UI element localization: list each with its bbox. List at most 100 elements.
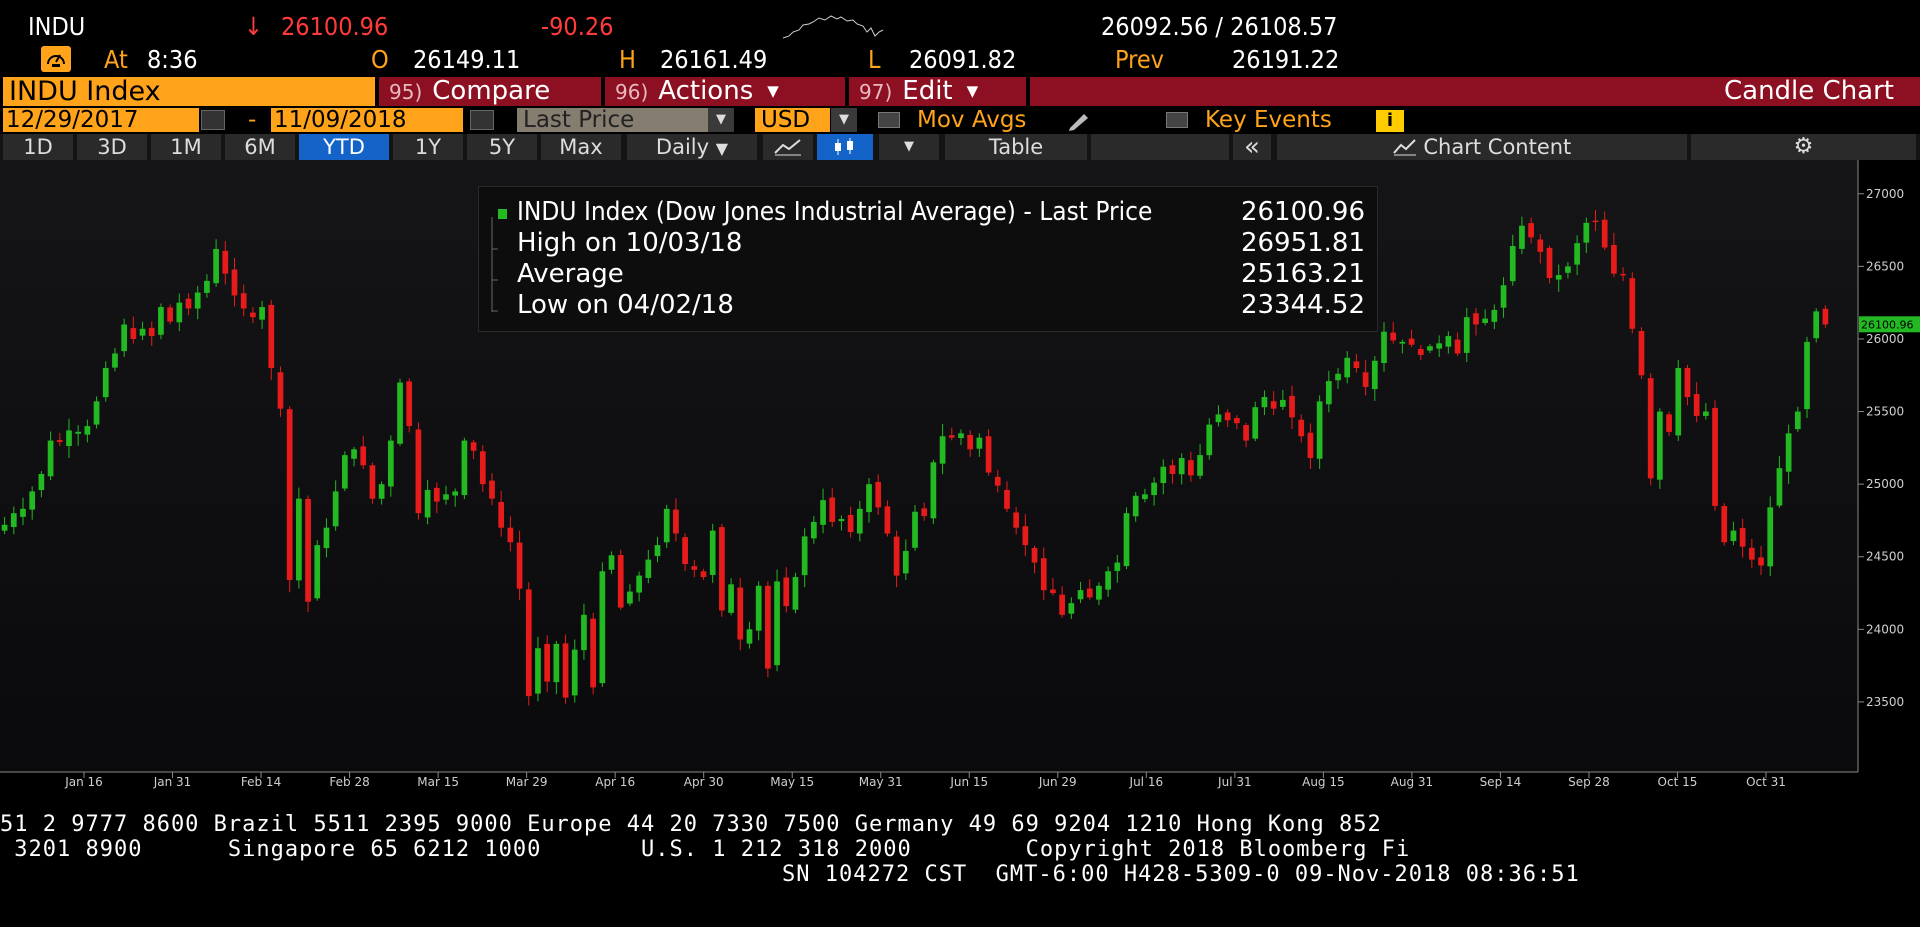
- x-tick-label: Mar 15: [417, 775, 459, 789]
- candle-body: [810, 521, 817, 539]
- candle-body: [1197, 455, 1203, 476]
- calendar-icon[interactable]: [470, 110, 494, 130]
- candle-body: [102, 368, 109, 398]
- range-3d[interactable]: 3D: [77, 134, 147, 160]
- candle-body: [479, 451, 486, 485]
- candle-body: [1730, 530, 1737, 542]
- chart-content-button[interactable]: Chart Content: [1277, 134, 1687, 160]
- y-tick-label: 26500: [1866, 259, 1904, 273]
- candle-body: [121, 324, 127, 352]
- candle-body: [1611, 244, 1617, 274]
- key-events-checkbox[interactable]: [1166, 112, 1188, 128]
- x-tick-label: Jun 15: [949, 775, 988, 789]
- x-tick-label: Mar 29: [506, 775, 548, 789]
- candle-body: [259, 307, 265, 320]
- key-events-label[interactable]: Key Events: [1205, 107, 1332, 133]
- security-field[interactable]: INDU Index: [3, 77, 375, 106]
- candle-body: [1565, 266, 1571, 273]
- date-dash: -: [248, 107, 257, 133]
- chart-content-label: Chart Content: [1423, 135, 1572, 159]
- candle-body: [38, 473, 45, 491]
- collapse-button[interactable]: «: [1233, 134, 1271, 160]
- x-tick-label: Aug 31: [1391, 775, 1434, 789]
- candle-body: [755, 585, 762, 631]
- range-max[interactable]: Max: [541, 134, 621, 160]
- candle-body: [1178, 458, 1185, 475]
- legend-low-label: Low on 04/02/18: [517, 290, 734, 320]
- candle-body: [332, 491, 339, 527]
- candle-body: [268, 304, 275, 368]
- range-1m[interactable]: 1M: [151, 134, 221, 160]
- candle-body: [1344, 357, 1351, 378]
- candle-body: [47, 440, 54, 477]
- edit-button[interactable]: 97) Edit ▼: [849, 77, 1026, 106]
- calendar-icon[interactable]: [201, 110, 225, 130]
- candle-body: [1546, 247, 1553, 278]
- candle-body: [535, 648, 541, 694]
- range-5y[interactable]: 5Y: [467, 134, 537, 160]
- candle-body: [1657, 411, 1663, 480]
- range-1d[interactable]: 1D: [3, 134, 73, 160]
- edit-label: Edit: [902, 76, 953, 106]
- candle-body: [1804, 341, 1810, 410]
- candle-body: [783, 577, 790, 607]
- candle-body: [1767, 507, 1774, 567]
- candle-body: [433, 487, 440, 502]
- info-icon[interactable]: i: [1376, 110, 1404, 132]
- candle-body: [452, 491, 459, 496]
- field-dropdown-icon[interactable]: ▼: [708, 108, 734, 132]
- frequency-label: Daily: [655, 135, 710, 159]
- table-button[interactable]: Table: [945, 134, 1087, 160]
- candle-body: [1776, 468, 1783, 506]
- candle-body: [709, 530, 716, 575]
- candle-body: [1188, 460, 1194, 476]
- y-tick-label: 26000: [1866, 332, 1904, 346]
- end-date-field[interactable]: 11/09/2018: [271, 108, 463, 132]
- candle-body: [1050, 589, 1056, 594]
- chart-options-dropdown-icon[interactable]: ▼: [879, 134, 939, 160]
- candle-body: [581, 614, 587, 651]
- candle-body: [590, 618, 596, 688]
- mov-avgs-label[interactable]: Mov Avgs: [917, 107, 1027, 133]
- actions-button[interactable]: 96) Actions ▼: [605, 77, 845, 106]
- candle-body: [296, 498, 302, 581]
- candle-body: [571, 649, 578, 696]
- frequency-select[interactable]: Daily ▼: [627, 134, 757, 160]
- candle-body: [1629, 278, 1636, 329]
- currency-select[interactable]: USD: [755, 108, 830, 132]
- mov-avgs-checkbox[interactable]: [878, 112, 900, 128]
- candle-body: [1675, 368, 1682, 436]
- candle-body: [1362, 372, 1369, 387]
- candle-body: [1, 524, 8, 531]
- range-6m[interactable]: 6M: [225, 134, 295, 160]
- candle-body: [719, 527, 725, 611]
- line-chart-icon[interactable]: [763, 134, 813, 160]
- candle-body: [1463, 317, 1470, 353]
- compare-button[interactable]: 95) Compare: [379, 77, 601, 106]
- candle-body: [1427, 346, 1433, 351]
- candle-body: [1739, 528, 1746, 547]
- range-1y[interactable]: 1Y: [393, 134, 463, 160]
- range-ytd[interactable]: YTD: [299, 134, 389, 160]
- candle-body: [884, 506, 891, 534]
- x-tick-label: Oct 15: [1658, 775, 1698, 789]
- legend-high-label: High on 10/03/18: [517, 228, 743, 258]
- x-tick-label: Aug 15: [1302, 775, 1345, 789]
- currency-dropdown-icon[interactable]: ▼: [831, 108, 857, 132]
- footer-copyright-line: 3201 8900 Singapore 65 6212 1000 U.S. 1 …: [0, 837, 1411, 862]
- legend-low-value: 23344.52: [1240, 290, 1365, 320]
- candle-body: [93, 401, 100, 425]
- compare-number: 95): [389, 80, 423, 104]
- candle-body: [56, 440, 63, 443]
- candle-body: [1574, 243, 1580, 265]
- x-tick-label: Feb 14: [241, 775, 281, 789]
- candle-body: [1693, 394, 1700, 416]
- start-date-field[interactable]: 12/29/2017: [3, 108, 199, 132]
- settings-gear-icon[interactable]: ⚙: [1691, 134, 1916, 160]
- pencil-icon[interactable]: [1066, 110, 1092, 132]
- candle-body: [1123, 513, 1130, 567]
- candle-body: [1638, 331, 1645, 376]
- candle-chart-icon[interactable]: [817, 134, 873, 160]
- field-select[interactable]: Last Price: [517, 108, 709, 132]
- x-tick-label: Jul 31: [1217, 775, 1252, 789]
